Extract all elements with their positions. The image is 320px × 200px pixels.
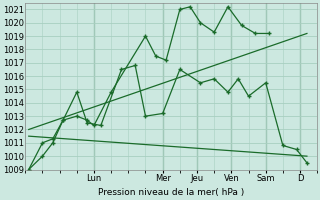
X-axis label: Pression niveau de la mer( hPa ): Pression niveau de la mer( hPa ) bbox=[98, 188, 244, 197]
